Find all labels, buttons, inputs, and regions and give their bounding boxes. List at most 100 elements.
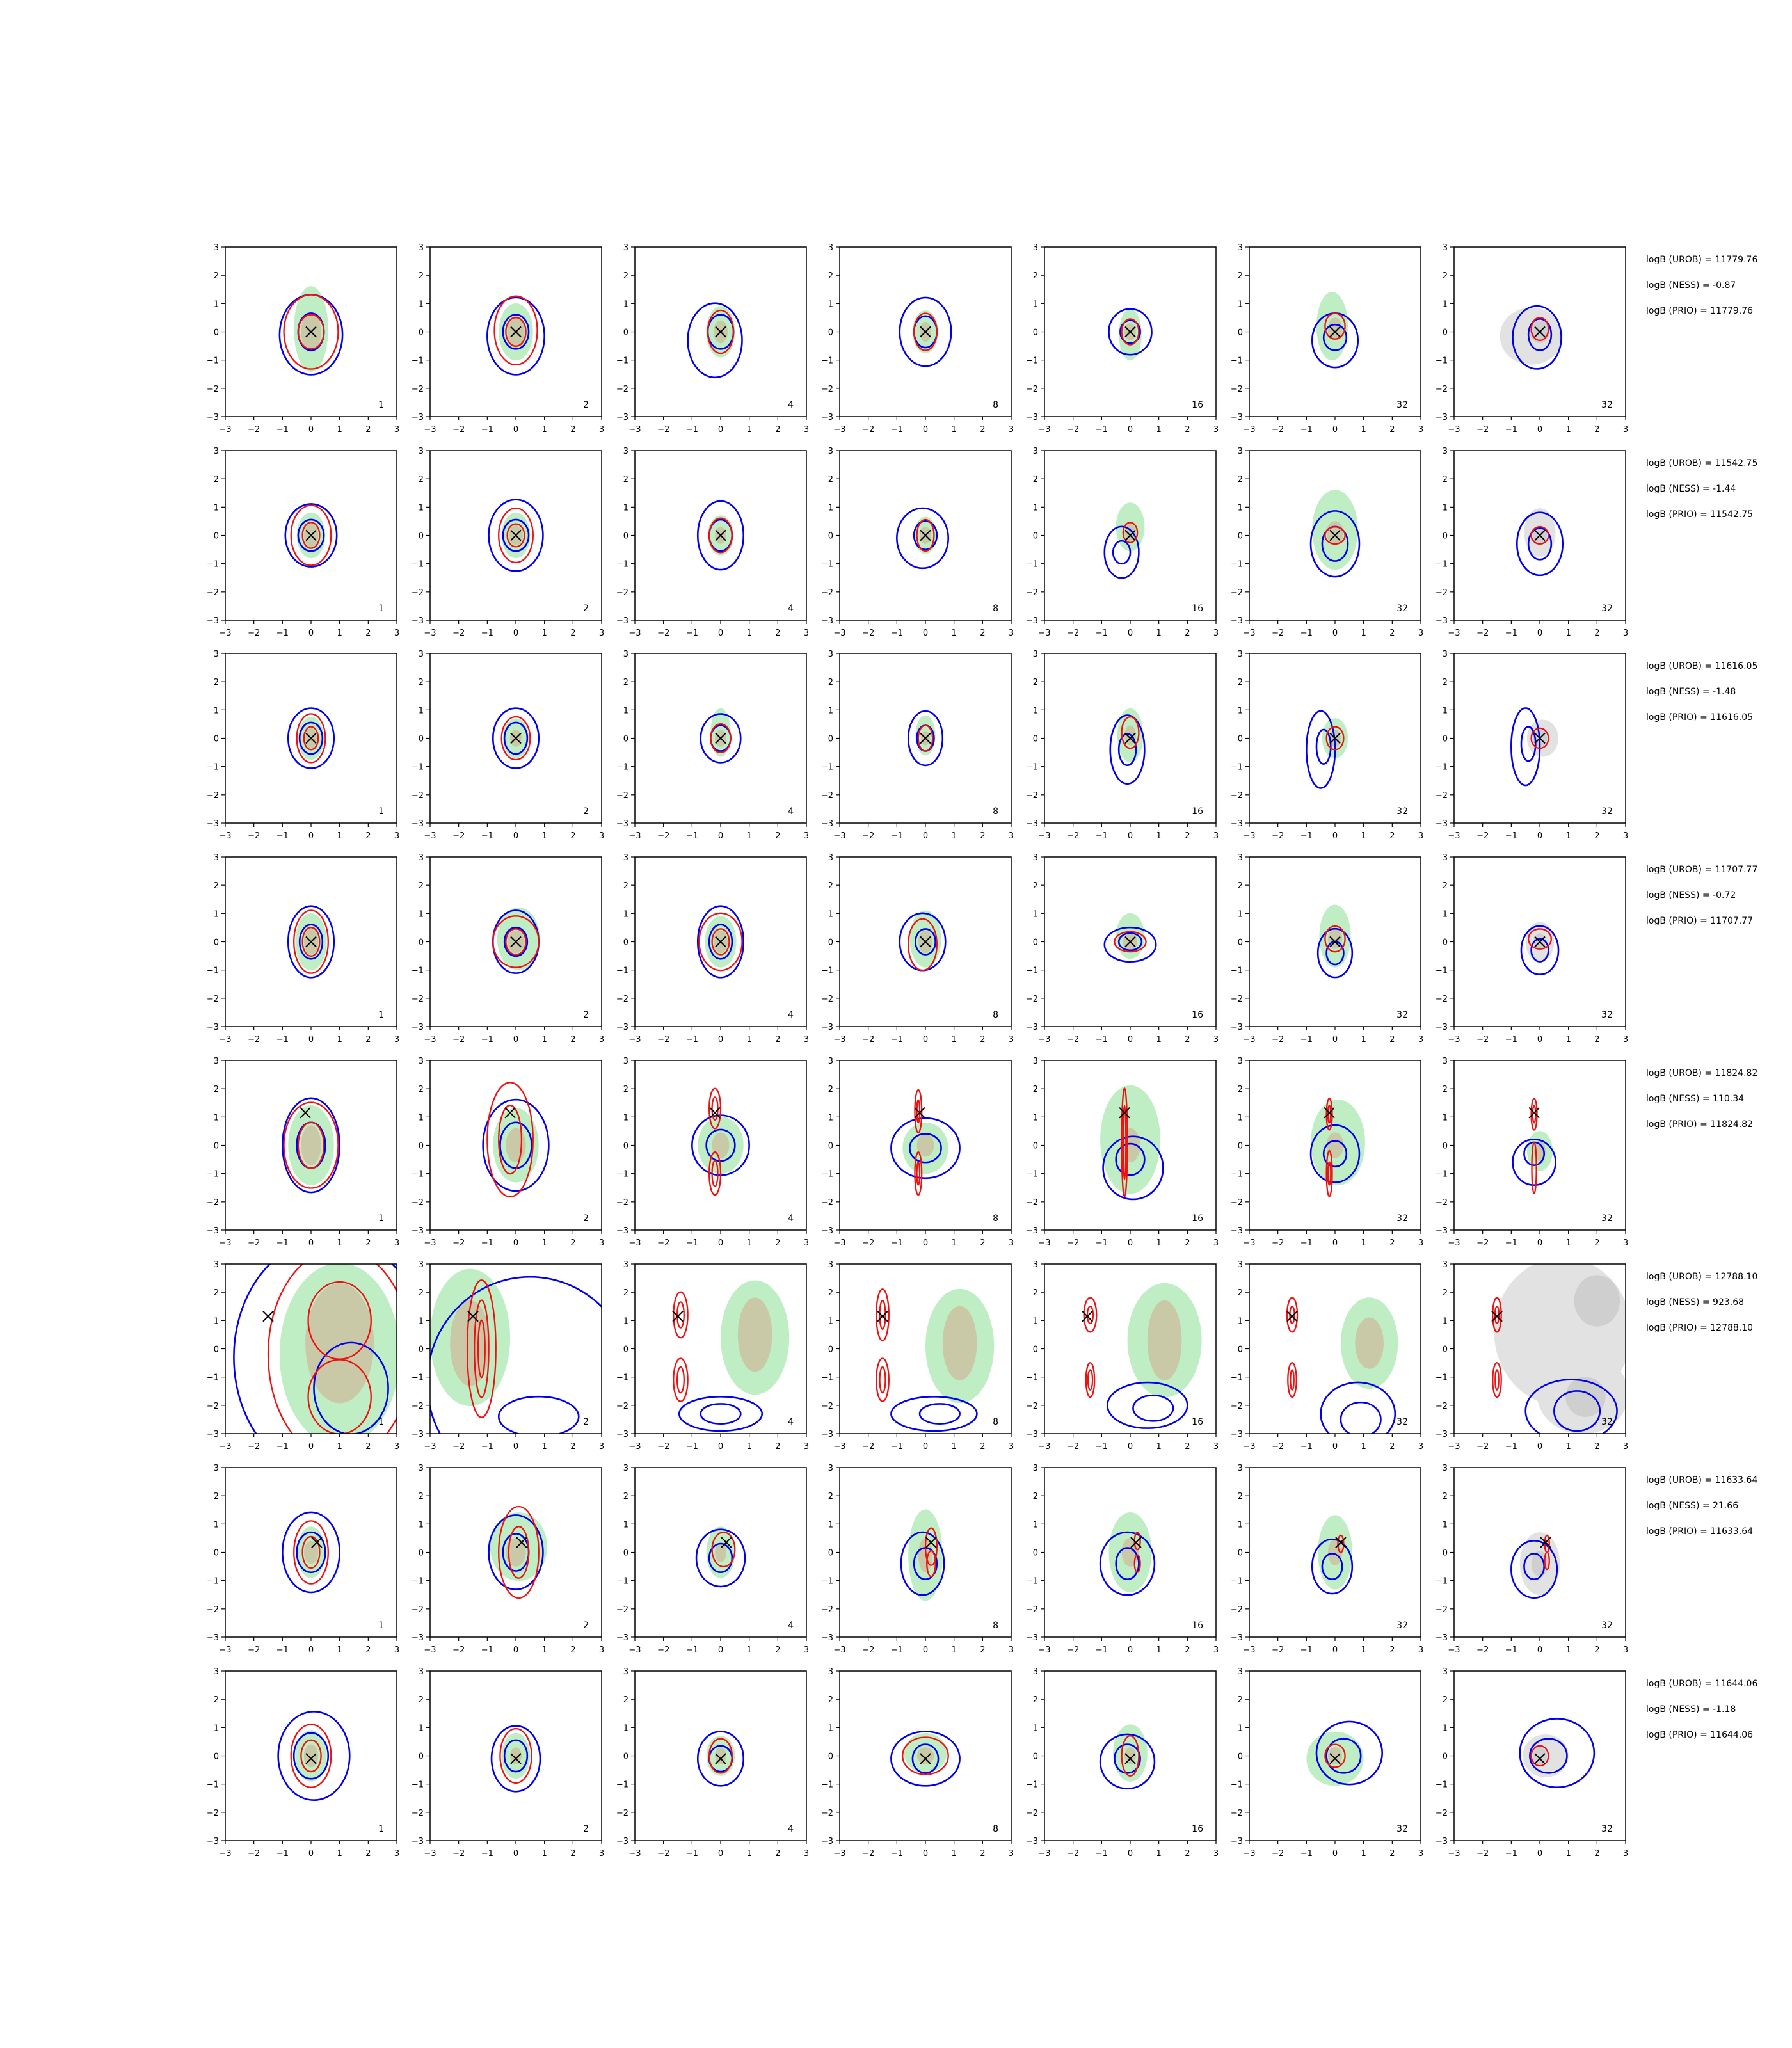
y-tick-label: 2	[419, 678, 424, 687]
x-tick-label: 3	[1213, 1849, 1219, 1859]
x-tick-label: −3	[1448, 425, 1460, 435]
x-tick-label: −1	[1505, 831, 1517, 841]
x-tick-label: −1	[891, 1238, 903, 1248]
x-tick-label: 1	[747, 1238, 752, 1248]
plot-area	[1306, 710, 1348, 789]
y-tick-label: 1	[1443, 706, 1448, 716]
x-tick-label: 2	[980, 831, 985, 841]
y-tick-label: 0	[1033, 938, 1038, 948]
x-tick-label: 3	[1009, 1035, 1014, 1044]
red-contour	[1324, 312, 1346, 340]
x-tick-label: −2	[248, 1645, 260, 1655]
x-tick-label: 0	[718, 1442, 723, 1452]
blue-contour	[890, 1117, 961, 1180]
x-tick-label: 1	[952, 1849, 957, 1859]
true-value-marker	[300, 1107, 311, 1119]
true-value-marker	[1335, 1537, 1347, 1548]
panel-r6-c6: −3−3 −2 −2 −1 −1 0 0 1 1 2 2 3 3 32	[1231, 1260, 1423, 1452]
x-tick-label: −2	[1067, 425, 1079, 435]
x-tick-label: −3	[1448, 1035, 1460, 1044]
blue-contour	[1510, 707, 1541, 787]
y-tick-label: 1	[623, 1724, 628, 1733]
x-tick-label: −1	[1096, 425, 1108, 435]
red-contour	[283, 294, 339, 370]
y-tick-label: −3	[1436, 819, 1448, 829]
true-value-marker	[1534, 529, 1546, 541]
blue-contour	[1527, 527, 1553, 561]
true-value-marker	[1130, 1537, 1142, 1548]
logb-annotation: logB (PRIO) = 11779.76	[1646, 306, 1753, 316]
y-tick-label: 2	[419, 271, 424, 281]
x-tick-label: 1	[1566, 628, 1571, 638]
panel-label: 4	[788, 806, 794, 817]
y-tick-label: −3	[1231, 1023, 1243, 1032]
y-tick-label: 1	[1443, 1316, 1448, 1326]
red-contour	[508, 1526, 530, 1579]
y-tick-label: 3	[1238, 1464, 1243, 1473]
x-tick-label: 0	[1128, 1238, 1133, 1248]
red-contour	[300, 1739, 322, 1773]
y-tick-label: 2	[828, 1085, 833, 1094]
true-value-marker	[1119, 1107, 1130, 1119]
x-tick-label: −3	[1038, 831, 1050, 841]
y-tick-label: −3	[412, 1226, 424, 1236]
x-tick-label: 1	[747, 831, 752, 841]
y-tick-label: 2	[1033, 475, 1038, 484]
blue-contour	[1106, 1381, 1188, 1429]
blue-contour	[1114, 1743, 1141, 1774]
y-tick-label: 0	[214, 1345, 219, 1355]
x-tick-label: 0	[1332, 1645, 1338, 1655]
y-tick-label: 0	[1033, 1142, 1038, 1151]
x-tick-label: 1	[542, 1849, 547, 1859]
red-contour	[493, 295, 538, 366]
x-tick-label: 3	[599, 1645, 604, 1655]
density-fill-inner	[715, 1747, 726, 1764]
x-tick-label: 0	[1332, 1035, 1338, 1044]
x-tick-label: −2	[1272, 628, 1284, 638]
true-value-marker	[510, 732, 522, 744]
panel-label: 1	[378, 1417, 384, 1427]
y-tick-label: 2	[623, 1085, 628, 1094]
x-tick-label: −2	[862, 1442, 874, 1452]
blue-contour	[1117, 932, 1143, 952]
y-tick-label: 2	[1238, 271, 1243, 281]
true-value-marker	[305, 936, 317, 948]
x-tick-label: 3	[599, 831, 604, 841]
y-tick-label: −2	[616, 791, 628, 801]
panel-r8-c7: −3−3 −2 −2 −1 −1 0 0 1 1 2 2 3 3 32	[1436, 1667, 1628, 1859]
y-tick-label: 1	[623, 503, 628, 513]
y-tick-label: 3	[828, 650, 833, 659]
density-fill-inner	[1534, 1140, 1546, 1161]
panel-label: 4	[788, 1213, 794, 1224]
y-tick-label: −2	[412, 995, 424, 1004]
blue-contour	[1132, 1394, 1174, 1422]
plot-area	[482, 1082, 550, 1198]
density-fill-inner	[510, 1747, 522, 1764]
x-tick-label: −2	[1476, 1238, 1489, 1248]
y-tick-label: −3	[821, 1023, 833, 1032]
blue-contour	[1340, 1401, 1382, 1434]
blue-contour	[233, 1264, 397, 1434]
x-tick-label: −2	[1476, 628, 1489, 638]
x-tick-label: 0	[1128, 425, 1133, 435]
x-tick-label: −3	[833, 1442, 845, 1452]
x-tick-label: 0	[513, 628, 518, 638]
y-tick-label: −2	[616, 1402, 628, 1411]
red-contour	[466, 1279, 497, 1418]
panel-label: 8	[993, 1824, 998, 1834]
density-fill-inner	[1327, 929, 1343, 949]
logb-annotation: logB (PRIO) = 11644.06	[1646, 1730, 1753, 1740]
panel-label: 4	[788, 1417, 794, 1427]
y-tick-label: 0	[623, 532, 628, 541]
x-tick-label: 1	[952, 628, 957, 638]
y-tick-label: 3	[623, 243, 628, 253]
x-tick-label: 3	[1213, 1645, 1219, 1655]
true-value-marker	[305, 529, 317, 541]
y-tick-label: 2	[828, 1288, 833, 1298]
y-tick-label: −3	[1436, 616, 1448, 626]
x-tick-label: 2	[1389, 628, 1395, 638]
blue-contour	[502, 314, 530, 350]
x-tick-label: −2	[248, 628, 260, 638]
y-tick-label: 3	[214, 243, 219, 253]
y-tick-label: 0	[419, 532, 424, 541]
